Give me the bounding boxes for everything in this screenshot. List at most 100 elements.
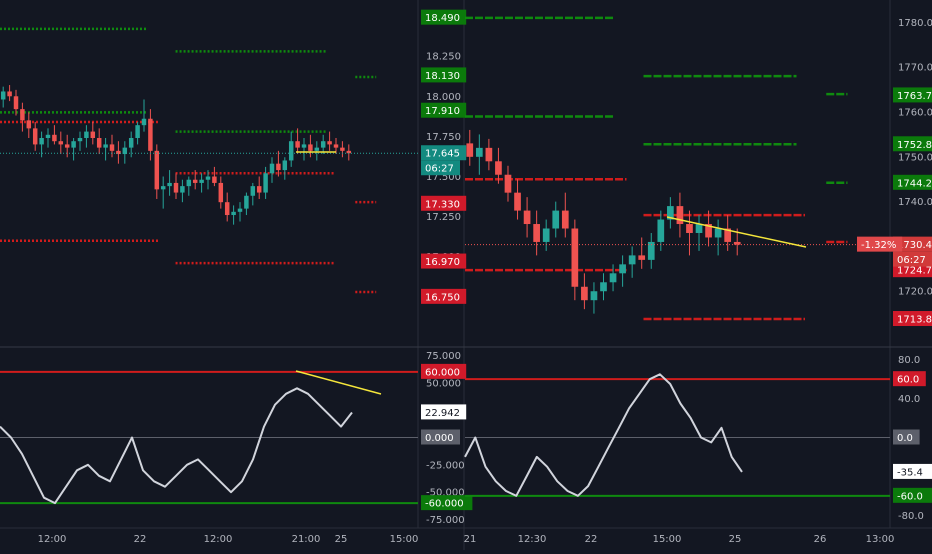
- time-axis-label: 22: [134, 534, 147, 545]
- red-level-label: 1713.8: [897, 315, 932, 326]
- oscillator-value-label: 22.942: [425, 408, 460, 419]
- candle-body: [628, 255, 636, 265]
- red-level-label-bg: [421, 195, 467, 211]
- change-percent-badge-bg: [857, 236, 903, 252]
- candle-body: [148, 118, 153, 151]
- candle-body: [212, 176, 217, 183]
- candle-body: [199, 179, 204, 183]
- candle-body: [154, 150, 160, 190]
- candle-body: [103, 144, 108, 148]
- candle-body: [327, 141, 332, 145]
- candle-body: [561, 210, 569, 229]
- green-level-label: 1763.7: [897, 91, 932, 102]
- price-axis-label: 1780.0: [898, 18, 932, 29]
- oscillator-value-label-bg: [893, 429, 920, 445]
- time-axis-label: 25: [729, 534, 742, 545]
- candle-body: [475, 147, 483, 157]
- candle-body: [90, 131, 96, 138]
- right-support-resistance-levels: [465, 16, 848, 321]
- candle-body: [84, 131, 89, 138]
- candle-body: [205, 176, 211, 180]
- candle-body: [244, 195, 249, 209]
- red-level-label: 1724.7: [897, 266, 932, 277]
- green-level-label: 18.130: [425, 71, 460, 82]
- candle-body: [609, 273, 617, 283]
- price-axis-label: 1740.0: [898, 197, 932, 208]
- candle-body: [523, 210, 531, 225]
- candle-body: [705, 224, 712, 238]
- left-price-axis[interactable]: 18.25018.00017.75017.50017.25017.00016.7…: [421, 9, 473, 526]
- oscillator-line: [0, 387, 353, 505]
- price-axis-label: 1750.0: [898, 152, 932, 163]
- candle-body: [724, 228, 732, 242]
- candle-body: [533, 224, 540, 242]
- candle-body: [7, 91, 12, 97]
- time-axis-label: 12:30: [518, 534, 547, 545]
- candle-body: [58, 141, 64, 145]
- time-axis-label: 21: [464, 534, 477, 545]
- time-axis-label: 15:00: [390, 534, 419, 545]
- green-level-label-bg: [893, 174, 932, 190]
- countdown-label: 06:27: [425, 164, 454, 175]
- left-candles: [0, 85, 418, 225]
- candle-body: [26, 120, 32, 129]
- time-axis-label: 12:00: [204, 534, 233, 545]
- price-axis-label: 1720.0: [898, 287, 932, 298]
- price-axis-label: 17.250: [426, 212, 461, 223]
- time-axis-label: 22: [585, 534, 598, 545]
- candle-body: [32, 128, 38, 145]
- oscillator-axis-label: 40.0: [898, 394, 920, 405]
- oscillator-value-label: 0.000: [425, 433, 454, 444]
- oscillator-axis-label: -50.000: [426, 488, 465, 499]
- candle-body: [638, 255, 646, 260]
- candle-body: [192, 179, 198, 183]
- oscillator-axis-label: 80.0: [898, 355, 920, 366]
- time-axes[interactable]: 12:00 22 12:00 21:00 25 15:00 21 12:30 22 15:00 25…: [38, 534, 895, 545]
- left-oscillator-trendline[interactable]: [295, 370, 382, 395]
- candle-body: [514, 192, 521, 211]
- candle-body: [504, 174, 512, 193]
- price-axis-label: 18.250: [426, 52, 461, 63]
- candle-body: [276, 163, 281, 171]
- oscillator-value-label: 60.000: [425, 367, 460, 378]
- candle-body: [552, 210, 560, 229]
- candle-body: [263, 173, 268, 193]
- candle-body: [308, 144, 313, 151]
- oscillator-value-label: 0.0: [897, 433, 913, 444]
- last-price-label: 17.645: [425, 149, 460, 160]
- green-level-label-bg: [421, 67, 467, 83]
- candle-body: [269, 163, 275, 174]
- price-axis-label: 17.750: [426, 132, 461, 143]
- candle-body: [676, 206, 684, 225]
- candle-body: [250, 186, 256, 196]
- red-level-label-bg: [421, 288, 467, 304]
- candle-body: [180, 186, 185, 193]
- candle-body: [333, 144, 339, 148]
- candle-body: [20, 109, 25, 121]
- candle-body: [714, 228, 722, 238]
- oscillator-axis-label: -80.0: [898, 511, 924, 522]
- candle-body: [590, 291, 598, 301]
- right-price-axis[interactable]: 1780.01770.01760.01750.01740.01730.01720…: [857, 18, 932, 522]
- candle-body: [733, 241, 741, 245]
- green-level-label-bg: [421, 102, 467, 118]
- candle-body: [581, 286, 588, 301]
- candle-body: [64, 144, 70, 148]
- right-trendline[interactable]: [666, 216, 807, 248]
- red-level-label: 16.970: [425, 257, 460, 268]
- time-axis-label: 21:00: [292, 534, 321, 545]
- oscillator-value-label-bg: [893, 371, 926, 387]
- oscillator-value-label: -60.0: [897, 491, 923, 502]
- candle-body: [13, 96, 19, 110]
- candle-body: [695, 224, 703, 233]
- oscillator-value-label-bg: [421, 495, 473, 511]
- last-price-label-bg: [893, 236, 932, 252]
- candle-body: [45, 134, 51, 138]
- red-level-label-bg: [421, 253, 467, 269]
- red-level-label: 16.750: [425, 292, 460, 303]
- candle-body: [346, 150, 352, 154]
- time-axis-label: 25: [335, 534, 348, 545]
- candle-body: [237, 208, 243, 212]
- candle-body: [288, 141, 294, 161]
